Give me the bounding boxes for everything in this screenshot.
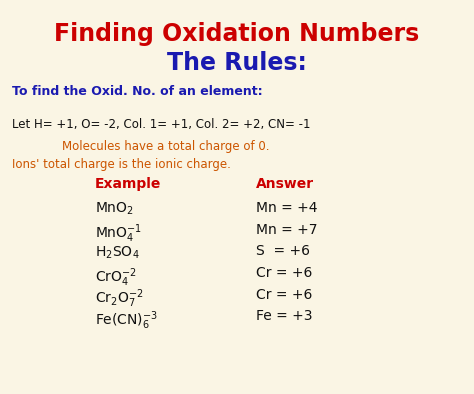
Text: Cr = +6: Cr = +6: [256, 266, 312, 280]
Text: $\mathrm{MnO_4^{-1}}$: $\mathrm{MnO_4^{-1}}$: [95, 223, 142, 245]
Text: To find the Oxid. No. of an element:: To find the Oxid. No. of an element:: [12, 85, 263, 98]
Text: $\mathrm{Cr_2O_7^{-2}}$: $\mathrm{Cr_2O_7^{-2}}$: [95, 288, 143, 310]
Text: Mn = +7: Mn = +7: [256, 223, 318, 237]
Text: $\mathrm{MnO_2}$: $\mathrm{MnO_2}$: [95, 201, 134, 217]
Text: $\mathrm{Fe(CN)_6^{-3}}$: $\mathrm{Fe(CN)_6^{-3}}$: [95, 309, 158, 332]
Text: Let H= +1, O= -2, Col. 1= +1, Col. 2= +2, CN= -1: Let H= +1, O= -2, Col. 1= +1, Col. 2= +2…: [12, 118, 310, 131]
Text: Cr = +6: Cr = +6: [256, 288, 312, 302]
Text: $\mathrm{CrO_4^{-2}}$: $\mathrm{CrO_4^{-2}}$: [95, 266, 137, 288]
Text: Molecules have a total charge of 0.: Molecules have a total charge of 0.: [62, 140, 269, 153]
Text: $\mathrm{H_2SO_4}$: $\mathrm{H_2SO_4}$: [95, 244, 139, 261]
Text: Answer: Answer: [256, 177, 314, 191]
Text: The Rules:: The Rules:: [167, 51, 307, 75]
Text: Mn = +4: Mn = +4: [256, 201, 318, 215]
Text: Example: Example: [95, 177, 161, 191]
Text: Fe = +3: Fe = +3: [256, 309, 312, 323]
Text: Ions' total charge is the ionic charge.: Ions' total charge is the ionic charge.: [12, 158, 231, 171]
Text: Finding Oxidation Numbers: Finding Oxidation Numbers: [55, 22, 419, 46]
Text: S  = +6: S = +6: [256, 244, 310, 258]
